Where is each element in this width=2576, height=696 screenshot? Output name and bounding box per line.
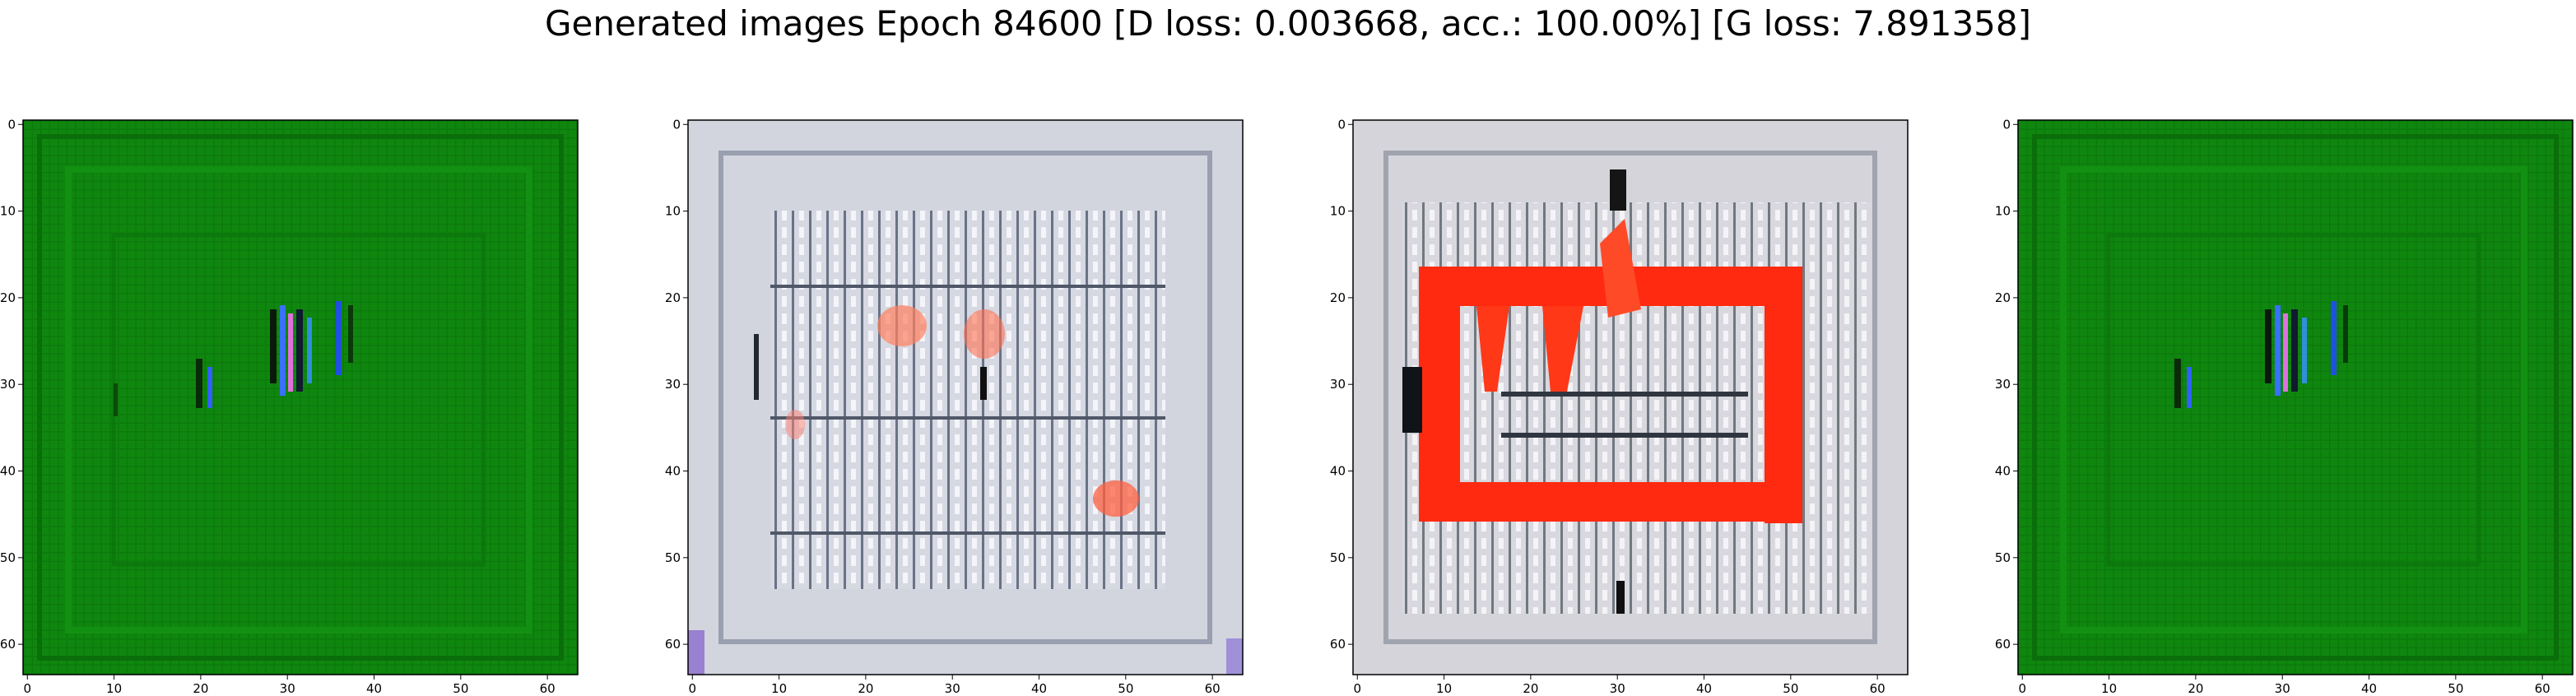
x-tick-label: 30	[280, 681, 295, 696]
y-tick-label: 0	[7, 117, 16, 132]
y-tick-label: 20	[1330, 290, 1346, 305]
x-tick-label: 40	[1696, 681, 1712, 696]
image-panel-1: 0 10 20 30 40 50 60 0 10 20 30 40 50 60	[23, 120, 578, 675]
y-tick-label: 30	[665, 377, 681, 392]
y-tick-label: 10	[0, 204, 16, 219]
y-tick-label: 40	[0, 464, 16, 479]
y-tick-label: 40	[1330, 464, 1346, 479]
y-tick-label: 30	[1330, 377, 1346, 392]
y-tick-label: 10	[1330, 204, 1346, 219]
x-tick-label: 20	[1523, 681, 1538, 696]
y-tick-label: 10	[1995, 204, 2011, 219]
y-tick-label: 0	[2002, 117, 2011, 132]
y-tick-label: 50	[1995, 550, 2011, 565]
y-tick-label: 0	[672, 117, 681, 132]
x-tick-label: 10	[771, 681, 787, 696]
y-tick-label: 10	[665, 204, 681, 219]
figure-title: Generated images Epoch 84600 [D loss: 0.…	[0, 3, 2576, 44]
y-tick-label: 60	[665, 637, 681, 652]
x-tick-label: 40	[2361, 681, 2377, 696]
x-tick-label: 10	[106, 681, 122, 696]
x-tick-label: 20	[2188, 681, 2203, 696]
y-tick-label: 20	[1995, 290, 2011, 305]
x-tick-label: 40	[366, 681, 382, 696]
y-tick-label: 30	[1995, 377, 2011, 392]
y-tick-label: 20	[665, 290, 681, 305]
x-tick-label: 30	[945, 681, 960, 696]
y-tick-label: 50	[665, 550, 681, 565]
x-tick-label: 10	[2101, 681, 2117, 696]
x-tick-label: 50	[453, 681, 468, 696]
x-tick-label: 40	[1031, 681, 1047, 696]
x-tick-label: 60	[2535, 681, 2550, 696]
x-tick-label: 20	[193, 681, 208, 696]
y-tick-label: 0	[1337, 117, 1346, 132]
image-panel-2: 0 10 20 30 40 50 60 0 10 20 30 40 50 60	[688, 120, 1243, 675]
x-tick-label: 60	[1205, 681, 1221, 696]
y-tick-label: 40	[1995, 464, 2011, 479]
x-tick-label: 50	[1118, 681, 1133, 696]
x-tick-label: 30	[1610, 681, 1625, 696]
y-tick-label: 40	[665, 464, 681, 479]
y-tick-label: 60	[1995, 637, 2011, 652]
y-tick-label: 30	[0, 377, 16, 392]
x-tick-label: 30	[2275, 681, 2290, 696]
y-tick-label: 20	[0, 290, 16, 305]
x-tick-label: 50	[2448, 681, 2463, 696]
x-tick-label: 10	[1436, 681, 1452, 696]
y-tick-label: 50	[0, 550, 16, 565]
image-panel-3: 0 10 20 30 40 50 60 0 10 20 30 40 50 60	[1353, 120, 1908, 675]
y-tick-label: 50	[1330, 550, 1346, 565]
image-panel-4: 0 10 20 30 40 50 60 0 10 20 30 40 50 60	[2018, 120, 2573, 675]
x-tick-label: 50	[1783, 681, 1798, 696]
x-tick-label: 0	[1353, 681, 1361, 696]
x-tick-label: 60	[1870, 681, 1886, 696]
x-tick-label: 20	[858, 681, 873, 696]
x-tick-label: 0	[688, 681, 696, 696]
y-tick-label: 60	[0, 637, 16, 652]
x-tick-label: 0	[2018, 681, 2026, 696]
y-tick-label: 60	[1330, 637, 1346, 652]
x-tick-label: 0	[23, 681, 31, 696]
x-tick-label: 60	[540, 681, 556, 696]
